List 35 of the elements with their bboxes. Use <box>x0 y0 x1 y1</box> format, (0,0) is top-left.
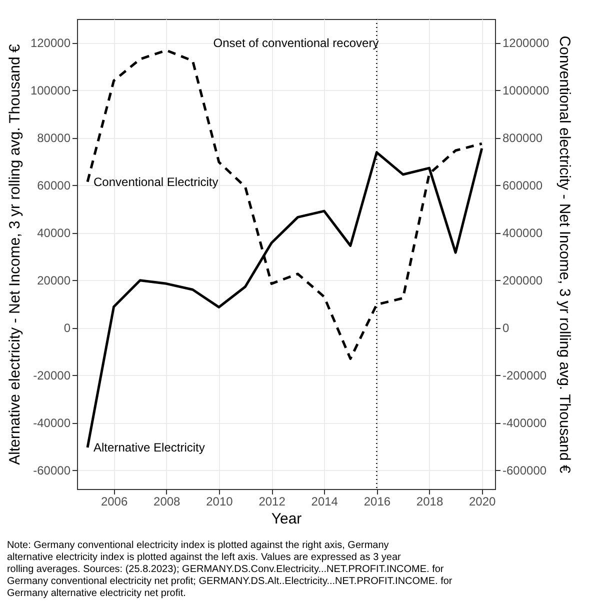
x-tick-label: 2006 <box>100 494 128 508</box>
y2-tick-label: 800000 <box>502 131 543 146</box>
y-tick-label: 40000 <box>37 226 71 240</box>
y-tick-label: -60000 <box>33 464 71 478</box>
y-tick-label: 60000 <box>37 178 71 193</box>
ref-line-label: Onset of conventional recovery <box>213 36 379 50</box>
y2-tick-label: 1200000 <box>502 36 550 50</box>
x-axis-title: Year <box>271 510 302 528</box>
y2-axis-title: Conventional electricity - Net Income, 3 yr rolling avg. Thousand € <box>556 36 574 474</box>
y2-tick-label: 200000 <box>502 274 543 288</box>
y-tick-label: 80000 <box>37 131 71 146</box>
y-tick-label: 100000 <box>30 84 71 98</box>
x-tick-label: 2020 <box>469 494 496 508</box>
x-tick-label: 2016 <box>364 494 391 508</box>
y-tick-label: -20000 <box>33 368 71 383</box>
text: Note: Germany conventional electricity index is plotted against the right axis, Germany alternative electricity index is plotted against the left axis. Values are expressed as 3 year rolling averages. Sources: (25.8.2023); GERMANY.DS.Conv.Electricity...NET.PROFIT.INCOME. for Germany conventional electricity net profit; GERMANY.DS.Alt..Electricity...NET.PROFIT.INCOME. for Germany alternative electricity net profit. <box>6 540 453 599</box>
y2-tick-label: 1000000 <box>502 84 550 98</box>
x-tick-label: 2014 <box>311 494 338 508</box>
y-tick-label: -40000 <box>33 416 71 430</box>
series-label: Alternative Electricity <box>94 440 205 454</box>
x-tick-label: 2008 <box>154 494 181 508</box>
x-tick-label: 2010 <box>206 494 234 508</box>
y2-tick-label: 400000 <box>502 226 543 240</box>
y2-tick-label: 600000 <box>502 178 543 193</box>
y-tick-label: 120000 <box>30 36 71 50</box>
y2-tick-label: -200000 <box>502 368 547 383</box>
x-tick-label: 2018 <box>416 494 444 508</box>
y-tick-label: 20000 <box>37 274 71 288</box>
y2-tick-label: -400000 <box>502 416 547 430</box>
y-axis-title: Alternative electricity - Net Income, 3 yr rolling avg. Thousand € <box>6 43 24 465</box>
series-label: Conventional Electricity <box>94 174 218 189</box>
y2-tick-label: 0 <box>502 321 510 336</box>
y-tick-label: 0 <box>64 321 71 336</box>
x-tick-label: 2012 <box>258 494 286 508</box>
y2-tick-label: -600000 <box>502 464 547 478</box>
